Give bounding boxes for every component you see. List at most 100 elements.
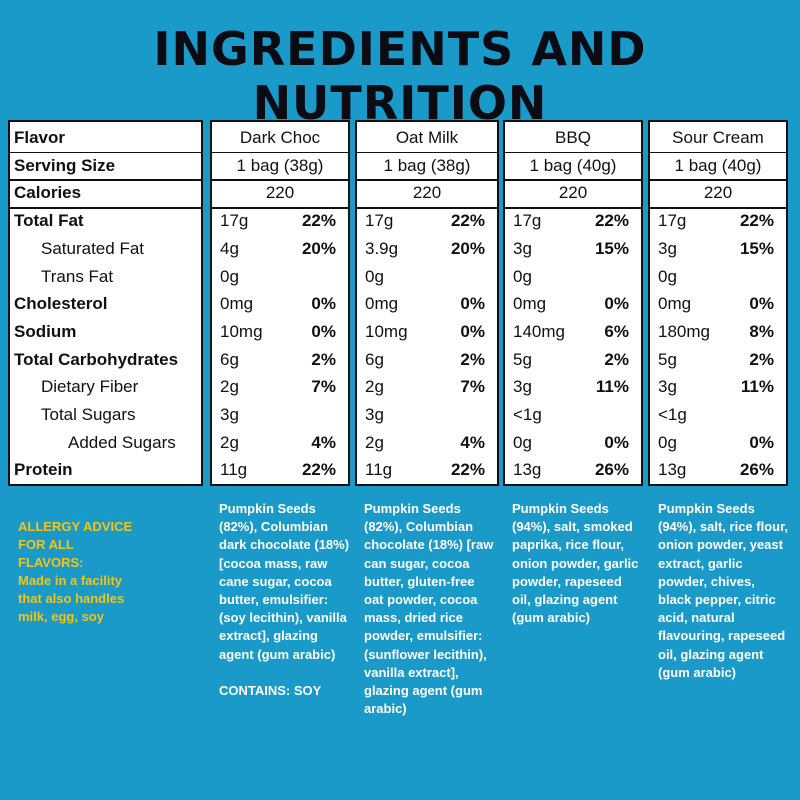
row-label: Added Sugars	[68, 432, 176, 452]
row-divider	[650, 179, 786, 181]
amount-value: 0mg	[658, 294, 692, 314]
amount-value: 0mg	[513, 294, 547, 314]
amount-value: 3g	[658, 377, 677, 397]
daily-value-percent: 22%	[594, 211, 629, 231]
allergy-line: Made in a facility	[18, 573, 123, 588]
amount-value: 3.9g	[365, 238, 399, 258]
daily-value-percent: 0%	[749, 432, 774, 452]
daily-value-percent: 8%	[749, 321, 774, 341]
row-divider	[505, 179, 641, 181]
amount-value: 3g	[220, 405, 239, 424]
contains-note: CONTAINS: SOY	[219, 682, 322, 698]
allergy-advice: ALLERGY ADVICE FOR ALL FLAVORS: Made in …	[18, 518, 208, 626]
daily-value-percent: 7%	[311, 377, 336, 397]
row-divider	[212, 207, 348, 209]
amount-value: 2g	[365, 432, 384, 452]
daily-value-percent: 0%	[311, 294, 336, 314]
row-label: Total Fat	[14, 211, 84, 231]
column-header: Sour Cream	[672, 128, 764, 147]
flavor-column: BBQ 1 bag (40g) 220 17g 22% 3g 15% 0g 0mg 0% 140mg…	[503, 120, 643, 487]
allergy-line: that also handles	[18, 591, 125, 606]
amount-value: 3g	[513, 377, 532, 397]
amount-value: <1g	[658, 405, 687, 424]
allergy-line: milk, egg, soy	[18, 609, 104, 624]
daily-value-percent: 0%	[460, 321, 485, 341]
row-label: Total Carbohydrates	[14, 349, 179, 369]
row-divider	[650, 207, 786, 209]
page-title: INGREDIENTS AND NUTRITION	[153, 22, 647, 130]
row-label: Sodium	[14, 321, 77, 341]
row-divider	[357, 207, 497, 209]
daily-value-percent: 4%	[311, 432, 336, 452]
ingredients-bbq: Pumpkin Seeds (94%), salt, smoked paprik…	[512, 500, 644, 627]
daily-value-percent	[505, 263, 629, 291]
row-label: Cholesterol	[14, 294, 108, 314]
amount-value: 0g	[513, 432, 532, 452]
daily-value-percent: 0%	[604, 432, 629, 452]
column-header: Dark Choc	[239, 128, 321, 147]
allergy-line: FOR ALL	[18, 537, 74, 552]
row-divider	[10, 151, 201, 154]
ingredients-text: Pumpkin Seeds (94%), salt, rice flour, o…	[658, 501, 789, 680]
amount-value: 0g	[365, 266, 384, 286]
calories-value: 220	[412, 183, 442, 203]
daily-value-percent: 7%	[460, 377, 485, 397]
amount-value: 6g	[365, 349, 384, 369]
ingredients-text: Pumpkin Seeds (82%), Columbian dark choc…	[219, 501, 350, 662]
row-label: Calories	[14, 183, 82, 203]
amount-value: 3g	[658, 238, 677, 258]
flavor-column: Dark Choc 1 bag (38g) 220 17g 22% 4g 20% 0g 0mg 0…	[210, 120, 350, 487]
amount-value: 3g	[513, 238, 532, 258]
amount-value: 13g	[658, 460, 687, 480]
row-divider	[212, 151, 348, 154]
amount-value: 2g	[365, 377, 384, 397]
column-header: BBQ	[555, 128, 591, 147]
daily-value-percent: 20%	[450, 238, 485, 258]
row-label: Saturated Fat	[41, 238, 145, 258]
daily-value-percent: 2%	[749, 349, 774, 369]
amount-value: 0g	[220, 266, 239, 286]
daily-value-percent	[357, 401, 485, 429]
row-divider	[650, 151, 786, 154]
daily-value-percent: 20%	[301, 238, 336, 258]
daily-value-percent: 26%	[594, 460, 629, 480]
daily-value-percent: 0%	[749, 294, 774, 314]
row-divider	[505, 207, 641, 209]
serving-size-value: 1 bag (38g)	[236, 155, 324, 175]
daily-value-percent: 22%	[301, 211, 336, 231]
daily-value-percent: 2%	[460, 349, 485, 369]
amount-value: 10mg	[220, 321, 263, 341]
amount-value: 17g	[513, 211, 542, 231]
daily-value-percent: 4%	[460, 432, 485, 452]
amount-value: 180mg	[658, 321, 710, 341]
daily-value-percent: 15%	[739, 238, 774, 258]
row-label: Total Sugars	[41, 405, 136, 424]
daily-value-percent	[212, 263, 336, 291]
amount-value: 10mg	[365, 321, 408, 341]
daily-value-percent: 6%	[604, 321, 629, 341]
label-column: Flavor Serving Size Calories Total Fat Satur…	[8, 120, 203, 487]
amount-value: 0mg	[220, 294, 254, 314]
daily-value-percent: 22%	[301, 460, 336, 480]
amount-value: <1g	[513, 405, 542, 424]
amount-value: 0g	[658, 266, 677, 286]
amount-value: 0g	[513, 266, 532, 286]
row-label: Flavor	[14, 128, 66, 147]
serving-size-value: 1 bag (40g)	[674, 155, 762, 175]
serving-size-value: 1 bag (38g)	[383, 155, 471, 175]
amount-value: 0g	[658, 432, 677, 452]
amount-value: 17g	[365, 211, 394, 231]
daily-value-percent: 0%	[604, 294, 629, 314]
amount-value: 13g	[513, 460, 542, 480]
ingredients-text: Pumpkin Seeds (82%), Columbian chocolate…	[364, 501, 494, 717]
allergy-line: FLAVORS:	[18, 555, 84, 570]
daily-value-percent: 2%	[311, 349, 336, 369]
row-divider	[10, 179, 201, 181]
daily-value-percent	[650, 401, 774, 429]
amount-value: 17g	[658, 211, 687, 231]
allergy-line: ALLERGY ADVICE	[18, 519, 133, 534]
amount-value: 0mg	[365, 294, 399, 314]
row-divider	[10, 207, 201, 209]
daily-value-percent: 15%	[594, 238, 629, 258]
ingredients-dark-choc: Pumpkin Seeds (82%), Columbian dark choc…	[219, 500, 351, 700]
